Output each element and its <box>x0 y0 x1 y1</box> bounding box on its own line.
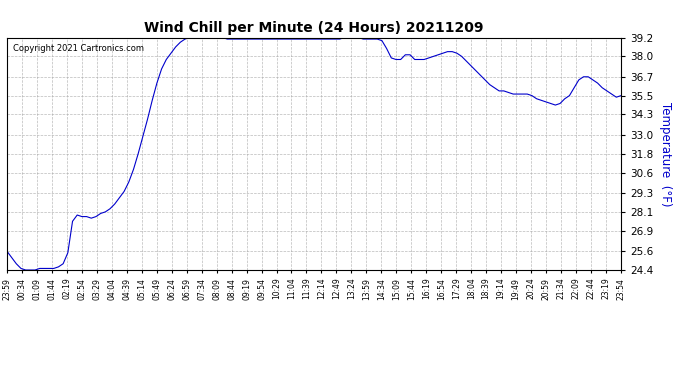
Title: Wind Chill per Minute (24 Hours) 20211209: Wind Chill per Minute (24 Hours) 2021120… <box>144 21 484 35</box>
Text: Copyright 2021 Cartronics.com: Copyright 2021 Cartronics.com <box>13 45 144 54</box>
Y-axis label: Temperature  (°F): Temperature (°F) <box>659 102 672 206</box>
